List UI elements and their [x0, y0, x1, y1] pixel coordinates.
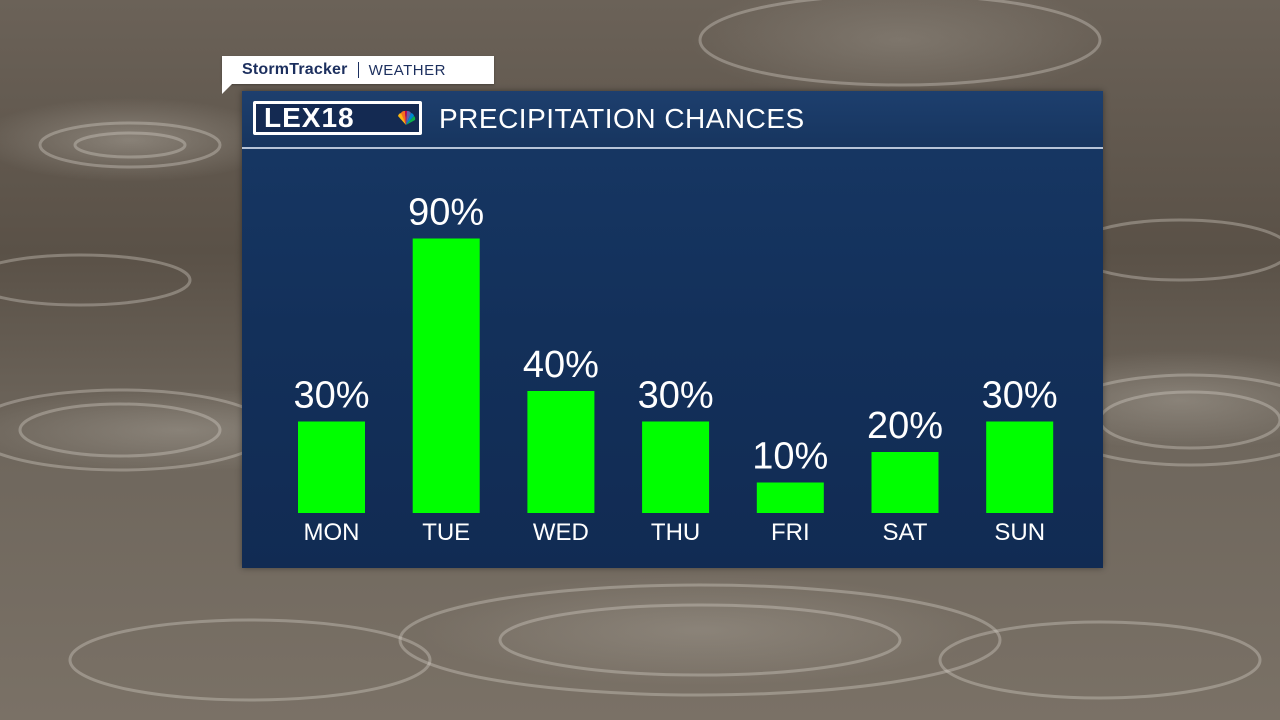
bar-thu: [642, 421, 710, 513]
day-label-fri: FRI: [771, 519, 810, 546]
bar-sat: [871, 452, 939, 513]
precipitation-chart-panel: LEX18 PRECIPITATION CHANCES 30% MON 90% TUE…: [242, 91, 1103, 568]
value-label-mon: 30%: [293, 375, 369, 417]
value-label-tue: 90%: [408, 192, 484, 234]
day-label-sat: SAT: [883, 519, 928, 546]
bar-sun: [986, 421, 1054, 513]
weather-label: WEATHER: [368, 61, 446, 79]
day-label-mon: MON: [304, 519, 360, 546]
value-label-sun: 30%: [982, 375, 1058, 417]
bar-fri: [756, 482, 824, 513]
station-logo-text: LEX18: [264, 102, 355, 133]
value-label-fri: 10%: [752, 436, 828, 478]
value-label-thu: 30%: [638, 375, 714, 417]
stormtracker-weather-tag: StormTracker WEATHER: [222, 56, 494, 94]
value-label-sat: 20%: [867, 405, 943, 447]
day-label-sun: SUN: [994, 519, 1045, 546]
day-label-wed: WED: [533, 519, 589, 546]
peacock-icon: [398, 110, 416, 125]
day-label-tue: TUE: [422, 519, 470, 546]
day-label-thu: THU: [651, 519, 700, 546]
precipitation-bar-chart: 30% MON 90% TUE 40% WED 30% THU 10% FRI 20% SAT 30% S…: [293, 192, 1058, 547]
bar-mon: [298, 421, 365, 513]
chart-header: LEX18 PRECIPITATION CHANCES: [242, 91, 1103, 149]
bar-tue: [412, 238, 480, 513]
value-label-wed: 40%: [523, 344, 599, 386]
station-logo: LEX18: [253, 101, 422, 135]
stormtracker-label: StormTracker: [242, 61, 348, 78]
bar-wed: [527, 391, 595, 513]
chart-title: PRECIPITATION CHANCES: [439, 103, 805, 134]
brand-divider: [357, 62, 359, 78]
